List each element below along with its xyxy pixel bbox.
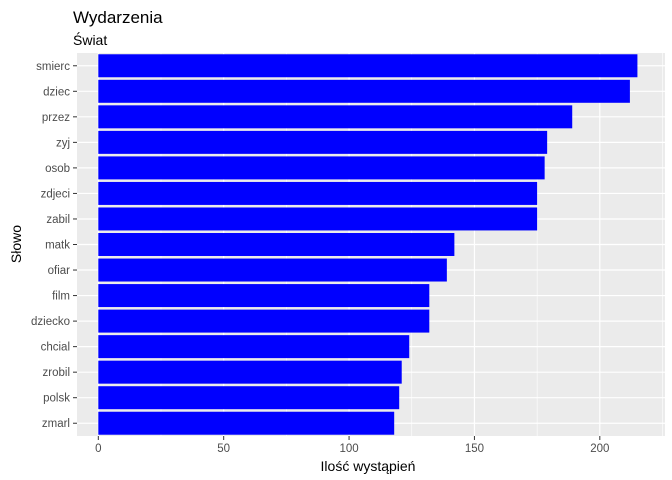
y-tick-label: zmarl — [42, 418, 70, 430]
y-tick-label: matk — [45, 240, 70, 252]
bars — [98, 54, 638, 435]
y-tick-label: zyj — [56, 137, 70, 149]
y-tick-label: zrobil — [43, 367, 70, 379]
bar — [98, 207, 538, 231]
chart-title: Wydarzenia — [73, 8, 163, 27]
x-tick-label: 200 — [590, 443, 609, 455]
x-axis-title: Ilość wystąpień — [321, 458, 416, 474]
bar — [98, 156, 545, 180]
bar — [98, 335, 410, 359]
y-tick-label: film — [52, 291, 70, 303]
bar — [98, 105, 573, 129]
x-tick-label: 150 — [465, 443, 484, 455]
bar — [98, 411, 395, 435]
bar — [98, 54, 638, 78]
bar — [98, 258, 447, 282]
bar — [98, 360, 402, 384]
y-tick-label: zdjeci — [41, 188, 70, 200]
bar — [98, 130, 548, 154]
bar — [98, 386, 400, 410]
x-tick-label: 100 — [339, 443, 358, 455]
bar — [98, 181, 538, 205]
x-axis-ticks: 0 50 100 150 200 — [95, 436, 609, 455]
y-axis-title: Słowo — [8, 225, 24, 263]
x-tick-label: 0 — [95, 443, 101, 455]
y-tick-label: zabil — [46, 214, 70, 226]
bar — [98, 284, 430, 308]
bar — [98, 79, 630, 103]
y-axis-ticks: smierc dziec przez zyj osob zdjeci zabil matk of… — [31, 61, 77, 430]
bar — [98, 309, 430, 333]
y-tick-label: przez — [42, 112, 70, 124]
y-tick-label: dziec — [43, 86, 70, 98]
y-tick-label: ofiar — [48, 265, 71, 277]
chart-subtitle: Świat — [73, 31, 107, 48]
y-tick-label: dziecko — [31, 316, 70, 328]
y-tick-label: smierc — [36, 61, 70, 73]
y-tick-label: chcial — [41, 342, 70, 354]
y-tick-label: polsk — [43, 393, 70, 405]
y-tick-label: osob — [45, 163, 70, 175]
bar — [98, 233, 455, 256]
x-tick-label: 50 — [217, 443, 230, 455]
